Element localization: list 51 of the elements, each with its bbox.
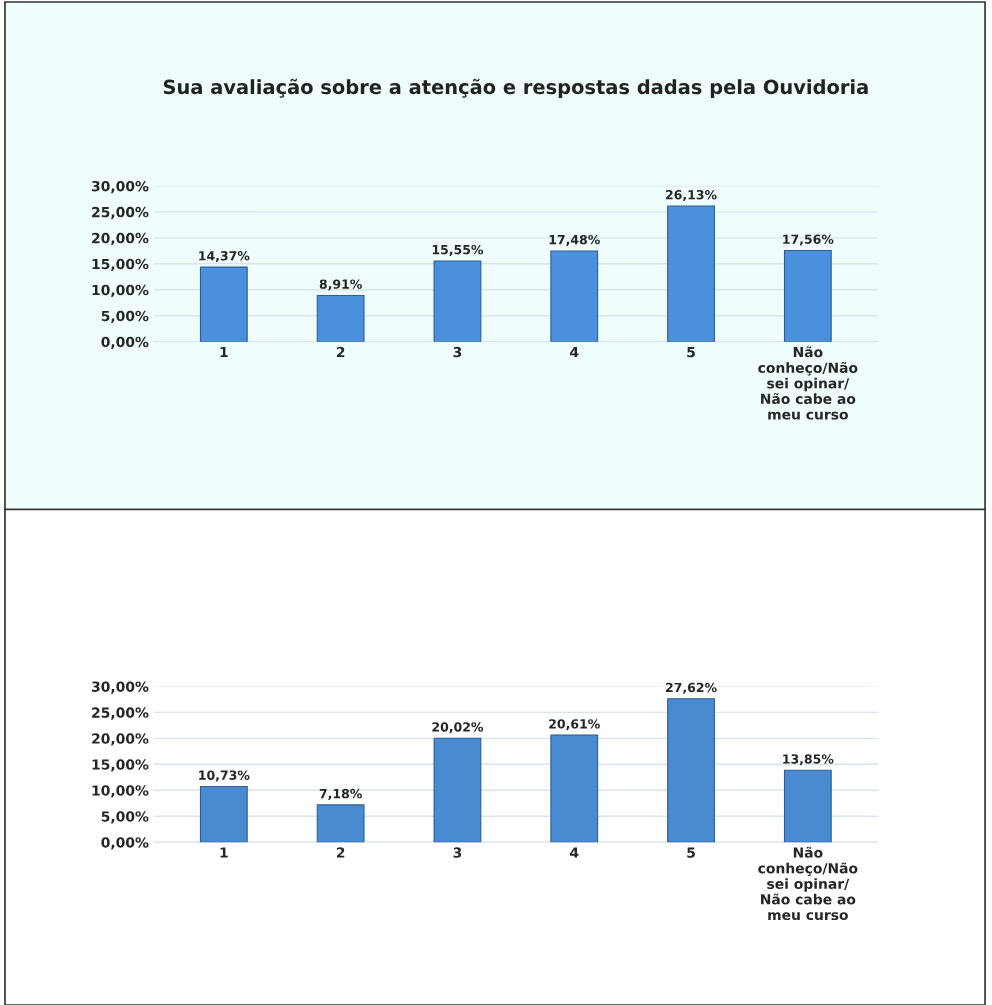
- x-tick-label: 3: [453, 346, 462, 358]
- x-tick-label: 5: [687, 847, 695, 858]
- bar: [550, 250, 599, 342]
- x-tick-label: 3: [453, 847, 462, 858]
- data-label: 17,56%: [783, 234, 834, 246]
- data-label: 26,13%: [666, 189, 717, 202]
- y-tick-label: 10,00%: [92, 284, 149, 298]
- y-tick-label: 25,00%: [92, 707, 149, 720]
- y-tick-label: 5,00%: [101, 811, 149, 824]
- chart-title: Sua avaliação sobre a atenção e respostas dadas pela Ouvidoria: [163, 78, 868, 99]
- bar: [316, 804, 365, 843]
- y-tick-label: 20,00%: [92, 232, 149, 246]
- y-tick-label: 0,00%: [101, 336, 149, 349]
- y-tick-label: 5,00%: [101, 310, 149, 323]
- x-tick-label: 2: [336, 346, 345, 358]
- y-tick-label: 15,00%: [92, 759, 149, 772]
- x-tick-label: 4: [570, 847, 579, 858]
- data-label: 10,73%: [199, 770, 250, 782]
- y-tick-label: 15,00%: [92, 258, 149, 272]
- y-tick-label: 0,00%: [101, 837, 149, 850]
- bar: [433, 737, 482, 843]
- data-label: 20,02%: [432, 722, 484, 734]
- y-tick-label: 30,00%: [91, 681, 149, 694]
- bar: [667, 698, 715, 843]
- data-label: 15,55%: [432, 244, 484, 256]
- bar: [199, 785, 248, 843]
- x-tick-label: 1: [220, 346, 228, 358]
- x-tick-label: 1: [220, 847, 228, 858]
- data-label: 17,48%: [549, 234, 600, 246]
- x-tick-label: 4: [570, 346, 579, 358]
- x-tick-label: 5: [687, 346, 695, 358]
- bar: [433, 260, 482, 342]
- data-label: 14,37%: [199, 251, 250, 263]
- data-label: 13,85%: [783, 754, 834, 766]
- bar: [316, 294, 365, 342]
- y-tick-label: 30,00%: [91, 180, 149, 194]
- bar: [199, 266, 248, 342]
- x-tick-label: Não conheço/Não sei opinar/ Não cabe ao meu curso: [758, 846, 858, 921]
- bar: [667, 205, 715, 342]
- y-tick-label: 10,00%: [92, 785, 149, 798]
- y-tick-label: 25,00%: [92, 206, 149, 220]
- data-label: 8,91%: [319, 279, 362, 291]
- bar: [550, 734, 599, 843]
- y-tick-label: 20,00%: [92, 733, 149, 746]
- bar: [783, 769, 832, 843]
- x-tick-label: 2: [336, 847, 345, 858]
- data-label: 20,61%: [549, 719, 600, 731]
- x-tick-label: Não conheço/Não sei opinar/ Não cabe ao meu curso: [758, 346, 858, 420]
- data-label: 27,62%: [666, 682, 717, 694]
- data-label: 7,18%: [319, 788, 362, 800]
- bar: [783, 249, 832, 342]
